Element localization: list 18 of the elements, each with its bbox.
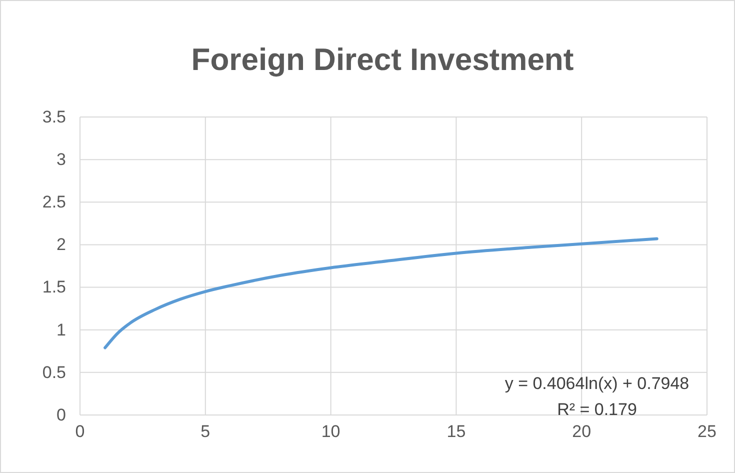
y-tick-label: 3 [56, 150, 66, 170]
line-series [104, 237, 658, 350]
y-tick-label: 0.5 [42, 362, 66, 382]
chart-title: Foreign Direct Investment [191, 42, 574, 77]
annotation: y = 0.4064ln(x) + 0.7948 [504, 374, 690, 393]
y-tick-label: 1 [56, 320, 66, 340]
x-tick-label: 10 [321, 422, 340, 442]
x-tick-label: 15 [446, 422, 466, 442]
y-tick-label: 2.5 [42, 192, 66, 212]
x-tick-label: 25 [698, 422, 716, 442]
y-tick-label: 1.5 [42, 278, 66, 297]
x-tick-label: 0 [75, 422, 85, 442]
x-tick-label: 20 [572, 422, 592, 442]
y-tick-label: 2 [56, 235, 66, 254]
y-tick-label: 0 [56, 405, 66, 424]
annotation: R² = 0.179 [557, 400, 637, 419]
x-tick-label: 5 [200, 422, 210, 442]
y-tick-label: 3.5 [42, 107, 66, 126]
